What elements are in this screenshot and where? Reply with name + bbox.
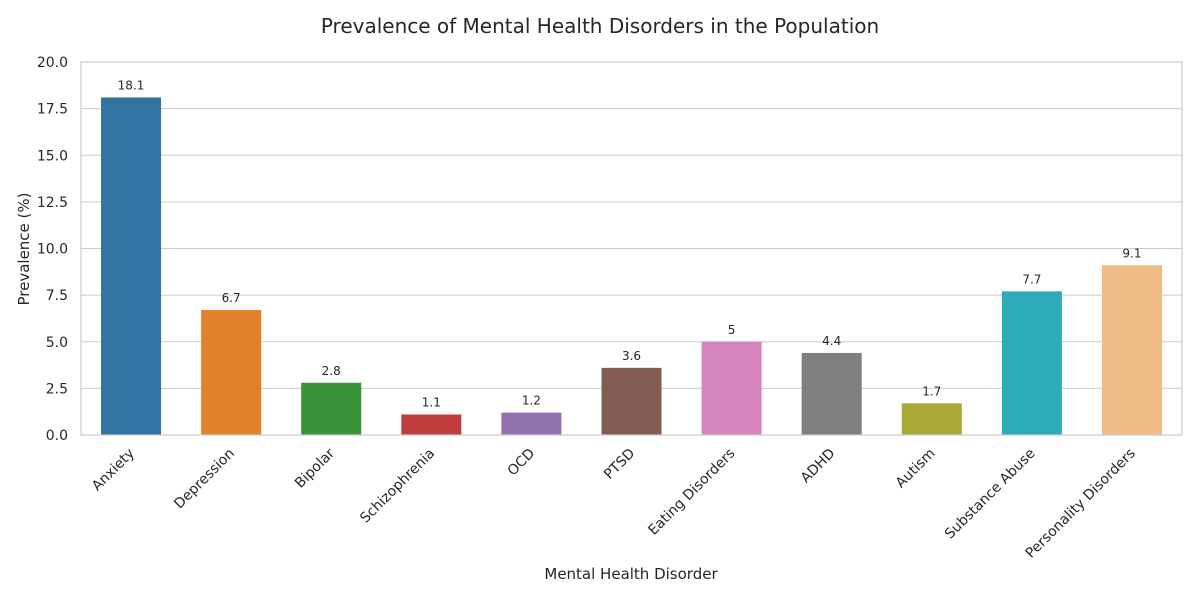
chart-title: Prevalence of Mental Health Disorders in… (320, 14, 880, 38)
x-tick-label: Autism (893, 446, 939, 492)
y-tick-labels: 0.0 2.5 5.0 7.5 10.0 12.5 15.0 17.5 20.0 (37, 55, 68, 444)
x-tick-label: Schizophrenia (357, 446, 438, 527)
y-tick-label: 15.0 (37, 148, 68, 164)
bar (201, 310, 262, 435)
y-tick-label: 7.5 (46, 288, 68, 304)
y-axis-label: Prevalence (%) (15, 192, 33, 305)
y-tick-label: 10.0 (37, 242, 68, 258)
y-tick-label: 12.5 (37, 195, 68, 211)
x-tick-label: OCD (505, 446, 539, 480)
x-tick-label: PTSD (601, 446, 638, 483)
y-tick-label: 2.5 (46, 381, 68, 397)
x-tick-labels: Anxiety Depression Bipolar Schizophrenia OCD… (89, 445, 1139, 561)
bar (401, 414, 462, 435)
x-tick-label: Depression (171, 446, 238, 513)
data-labels: 18.1 6.7 2.8 1.1 1.2 3.6 5 4.4 1.7 7.7 9.1 (118, 78, 1142, 409)
data-label: 4.4 (822, 334, 841, 348)
data-label: 2.8 (322, 364, 341, 378)
x-tick-label: ADHD (798, 446, 839, 487)
x-axis-label: Mental Health Disorder (544, 565, 718, 583)
x-tick-label: Eating Disorders (645, 446, 738, 539)
y-tick-label: 20.0 (37, 55, 68, 71)
x-tick-label: Bipolar (292, 445, 338, 491)
bar (1101, 265, 1162, 435)
x-tick-label: Substance Abuse (942, 446, 1039, 543)
data-label: 18.1 (118, 78, 145, 92)
bar (101, 97, 162, 435)
data-label: 3.6 (622, 349, 641, 363)
x-tick-label: Anxiety (89, 446, 138, 495)
data-label: 6.7 (222, 291, 241, 305)
bar (601, 367, 662, 435)
plot-frame (80, 61, 1183, 436)
bar (301, 382, 362, 435)
x-tick-label: Personality Disorders (1023, 446, 1139, 562)
bars (101, 97, 1162, 435)
bar (901, 403, 962, 435)
data-label: 1.1 (422, 395, 441, 409)
data-label: 1.2 (522, 394, 541, 408)
y-tick-label: 0.0 (46, 428, 68, 444)
y-tick-label: 17.5 (37, 102, 68, 118)
data-label: 9.1 (1122, 246, 1141, 260)
bar (1001, 291, 1062, 435)
bar (801, 352, 862, 435)
y-tick-label: 5.0 (46, 335, 68, 351)
data-label: 5 (728, 323, 736, 337)
bar (701, 341, 762, 435)
data-label: 7.7 (1022, 272, 1041, 286)
data-label: 1.7 (922, 384, 941, 398)
bar (501, 412, 562, 435)
